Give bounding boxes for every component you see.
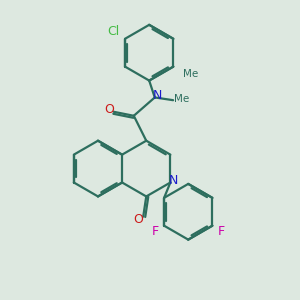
Text: F: F — [218, 225, 225, 238]
Text: O: O — [134, 213, 143, 226]
Text: O: O — [104, 103, 114, 116]
Text: N: N — [168, 174, 178, 187]
Text: N: N — [153, 89, 162, 102]
Text: Cl: Cl — [107, 25, 120, 38]
Text: Me: Me — [174, 94, 189, 104]
Text: F: F — [152, 225, 159, 238]
Text: Me: Me — [183, 69, 198, 79]
